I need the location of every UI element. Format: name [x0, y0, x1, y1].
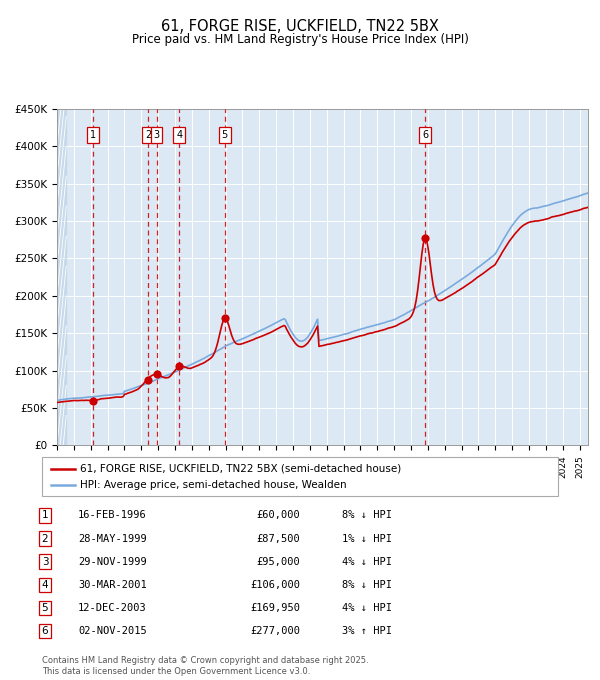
Text: 1: 1 [41, 511, 49, 520]
Point [88, 395, 98, 406]
Text: 61, FORGE RISE, UCKFIELD, TN22 5BX (semi-detached house): 61, FORGE RISE, UCKFIELD, TN22 5BX (semi… [80, 464, 401, 474]
Point [152, 369, 161, 379]
Text: 30-MAR-2001: 30-MAR-2001 [78, 580, 147, 590]
Text: 16-FEB-1996: 16-FEB-1996 [78, 511, 147, 520]
Text: 4% ↓ HPI: 4% ↓ HPI [342, 603, 392, 613]
Text: £60,000: £60,000 [256, 511, 300, 520]
Text: 29-NOV-1999: 29-NOV-1999 [78, 557, 147, 566]
Text: 4: 4 [176, 130, 182, 140]
Text: 1: 1 [89, 130, 96, 140]
Text: 6: 6 [422, 130, 428, 140]
Point [143, 375, 153, 386]
Text: 8% ↓ HPI: 8% ↓ HPI [342, 511, 392, 520]
Text: £87,500: £87,500 [256, 534, 300, 543]
Text: 12-DEC-2003: 12-DEC-2003 [78, 603, 147, 613]
Text: 5: 5 [41, 603, 49, 613]
Text: Contains HM Land Registry data © Crown copyright and database right 2025.: Contains HM Land Registry data © Crown c… [42, 656, 368, 665]
Text: 2: 2 [41, 534, 49, 543]
Text: 6: 6 [41, 626, 49, 636]
Text: Price paid vs. HM Land Registry's House Price Index (HPI): Price paid vs. HM Land Registry's House … [131, 33, 469, 46]
Text: £106,000: £106,000 [250, 580, 300, 590]
Point [175, 360, 184, 371]
Text: 4% ↓ HPI: 4% ↓ HPI [342, 557, 392, 566]
Text: 3: 3 [41, 557, 49, 566]
Text: 5: 5 [221, 130, 228, 140]
Text: 8% ↓ HPI: 8% ↓ HPI [342, 580, 392, 590]
Text: 4: 4 [41, 580, 49, 590]
Point [220, 313, 230, 324]
Point [421, 233, 430, 243]
Text: HPI: Average price, semi-detached house, Wealden: HPI: Average price, semi-detached house,… [80, 480, 346, 490]
Text: £277,000: £277,000 [250, 626, 300, 636]
Text: 3: 3 [154, 130, 160, 140]
Text: 28-MAY-1999: 28-MAY-1999 [78, 534, 147, 543]
Text: This data is licensed under the Open Government Licence v3.0.: This data is licensed under the Open Gov… [42, 667, 310, 676]
Text: 3% ↑ HPI: 3% ↑ HPI [342, 626, 392, 636]
Text: 2: 2 [145, 130, 151, 140]
Text: £169,950: £169,950 [250, 603, 300, 613]
Text: 61, FORGE RISE, UCKFIELD, TN22 5BX: 61, FORGE RISE, UCKFIELD, TN22 5BX [161, 19, 439, 34]
Text: 1% ↓ HPI: 1% ↓ HPI [342, 534, 392, 543]
Text: £95,000: £95,000 [256, 557, 300, 566]
Text: 02-NOV-2015: 02-NOV-2015 [78, 626, 147, 636]
